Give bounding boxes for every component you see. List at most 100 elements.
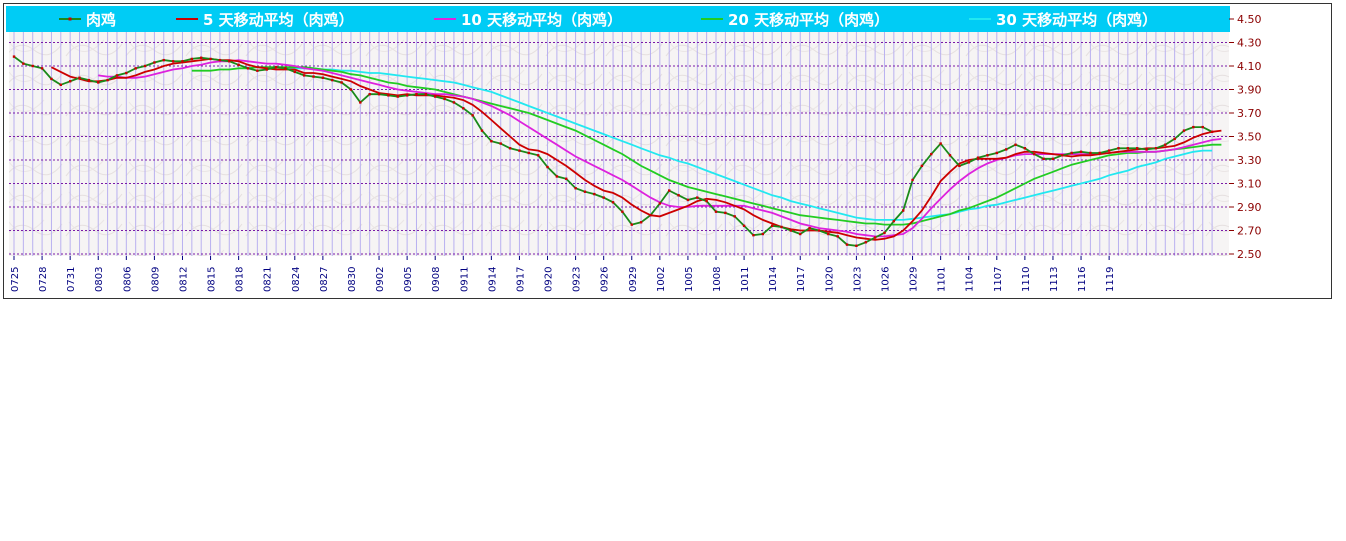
data-point — [658, 202, 662, 205]
data-point — [995, 151, 998, 155]
data-point — [190, 57, 194, 61]
data-point — [377, 93, 381, 96]
data-point — [31, 64, 34, 68]
legend: 肉鸡 5 天移动平均（肉鸡） 10 天移动平均（肉鸡） 20 天移动平均（肉鸡） 30 … — [59, 11, 1157, 29]
y-tick-label: 3.10 — [1237, 178, 1262, 191]
data-point — [920, 164, 924, 168]
x-tick-label: 1017 — [796, 267, 807, 292]
data-point — [967, 161, 970, 164]
legend-label: 肉鸡 — [86, 11, 116, 29]
plot-background — [9, 32, 1229, 256]
data-point — [424, 93, 428, 96]
data-point — [677, 194, 680, 197]
data-point — [565, 177, 568, 180]
data-point — [1210, 130, 1214, 133]
data-point — [864, 241, 867, 244]
data-point — [986, 154, 989, 157]
data-point — [490, 140, 493, 143]
data-point — [1004, 148, 1008, 151]
data-point — [1173, 137, 1176, 141]
data-point — [621, 210, 624, 213]
x-axis-ticks: 0725 0728 0731 0803 0806 0809 0812 0815 0818 0821… — [10, 256, 1116, 292]
data-point — [1079, 150, 1083, 153]
data-point — [752, 234, 755, 237]
data-point — [237, 63, 240, 67]
x-tick-label: 0812 — [178, 267, 189, 292]
vertical-gridlines — [13, 32, 1213, 256]
legend-marker — [68, 17, 72, 21]
data-point — [434, 95, 437, 98]
x-tick-label: 1014 — [768, 267, 779, 292]
data-point — [1014, 143, 1017, 146]
data-point — [340, 81, 343, 84]
data-point — [668, 189, 671, 192]
data-point — [50, 77, 53, 81]
data-point — [630, 223, 633, 226]
data-point — [22, 62, 25, 65]
data-point — [508, 147, 512, 150]
x-tick-label: 0731 — [66, 267, 77, 292]
x-tick-label: 0908 — [431, 267, 442, 292]
data-point — [331, 78, 334, 82]
data-point — [284, 67, 287, 70]
y-tick-label: 4.30 — [1237, 37, 1262, 50]
data-point — [1145, 148, 1148, 151]
data-point — [87, 78, 91, 82]
series-line-4 — [285, 67, 1213, 221]
data-point — [302, 74, 306, 77]
data-point — [555, 175, 559, 178]
data-point — [1126, 147, 1130, 150]
y-tick-label: 4.10 — [1237, 60, 1262, 73]
data-point — [256, 69, 259, 72]
y-tick-label: 2.50 — [1237, 248, 1262, 261]
data-point — [714, 210, 718, 213]
data-point — [274, 65, 278, 69]
data-point — [808, 226, 811, 230]
data-point — [12, 55, 16, 58]
data-point — [1042, 157, 1045, 161]
y-tick-label: 3.70 — [1237, 107, 1262, 120]
data-point — [181, 60, 184, 63]
data-point — [789, 229, 793, 232]
y-tick-label: 3.50 — [1237, 131, 1262, 144]
x-tick-label: 0911 — [459, 267, 470, 292]
data-point — [321, 76, 325, 79]
data-point — [1023, 147, 1027, 150]
data-point — [958, 164, 961, 168]
data-point — [162, 58, 165, 62]
data-point — [1182, 129, 1186, 132]
data-point — [649, 214, 652, 217]
data-point — [1033, 152, 1036, 156]
data-point — [59, 83, 62, 86]
x-tick-label: 1011 — [740, 267, 751, 292]
data-point — [415, 93, 418, 96]
x-tick-label: 1101 — [937, 267, 948, 292]
data-point — [639, 221, 643, 224]
data-point — [359, 101, 362, 104]
data-point — [705, 199, 708, 203]
x-tick-label: 0905 — [403, 267, 414, 292]
data-point — [1089, 151, 1092, 155]
horizontal-gridlines — [9, 42, 1229, 255]
data-point — [68, 80, 72, 83]
data-point — [134, 67, 137, 70]
data-point — [228, 60, 231, 63]
line-chart: 肉鸡 5 天移动平均（肉鸡） 10 天移动平均（肉鸡） 20 天移动平均（肉鸡） 30 … — [6, 6, 1262, 292]
data-point — [686, 198, 690, 202]
data-point — [443, 97, 446, 101]
x-tick-label: 1110 — [1021, 267, 1032, 292]
data-point — [892, 219, 896, 223]
legend-label: 30 天移动平均（肉鸡） — [996, 11, 1157, 29]
y-axis-ticks: 4.50 4.30 4.10 3.90 3.70 3.50 3.30 3.10 2.90 2.70… — [1229, 13, 1262, 261]
x-tick-label: 1020 — [824, 267, 835, 292]
data-point — [742, 224, 746, 227]
x-tick-label: 1104 — [965, 267, 976, 292]
data-point — [265, 68, 268, 71]
x-tick-label: 1107 — [993, 267, 1004, 292]
y-tick-label: 3.30 — [1237, 154, 1262, 167]
legend-label: 10 天移动平均（肉鸡） — [461, 11, 622, 29]
data-point — [480, 129, 484, 132]
x-tick-label: 0914 — [487, 267, 498, 292]
x-tick-label: 0806 — [122, 267, 133, 292]
data-point — [724, 211, 727, 215]
